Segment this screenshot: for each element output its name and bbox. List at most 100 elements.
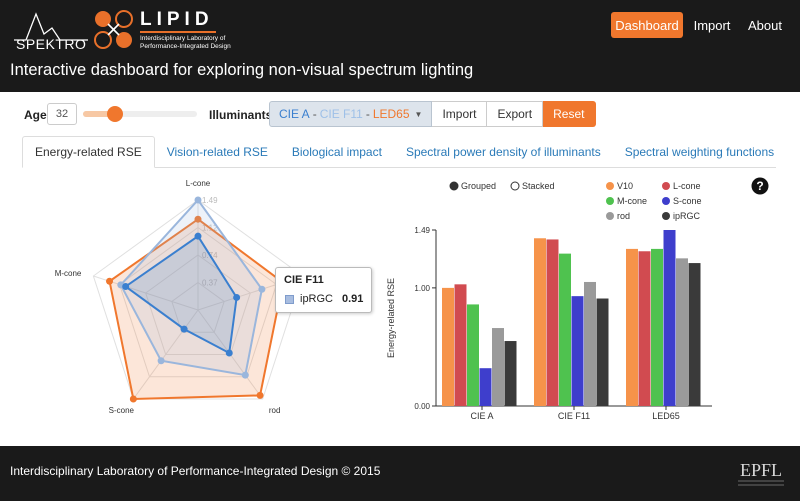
spektro-logo	[14, 12, 88, 41]
illuminant-separator: -	[365, 107, 370, 121]
tab-spectral-power-density[interactable]: Spectral power density of illuminants	[405, 145, 601, 159]
x-tick-label: LED65	[652, 411, 680, 421]
radar-tick-label: 1.49	[202, 196, 218, 205]
legend-swatch	[662, 212, 670, 220]
age-slider-fill	[83, 111, 115, 117]
radar-grid-ring	[118, 226, 278, 378]
bar	[638, 251, 651, 406]
bar	[584, 281, 596, 406]
bar	[492, 328, 504, 406]
grouped-radio	[449, 181, 459, 191]
radar-point	[122, 283, 130, 291]
age-slider-handle[interactable]	[106, 106, 123, 122]
age-input[interactable]: 32	[47, 103, 77, 125]
illuminants-group: CIE A - CIE F11 - LED65 ▼ Import Export …	[269, 101, 596, 127]
tab-vision-rse[interactable]: Vision-related RSE	[166, 145, 268, 159]
radar-grid-ring	[145, 254, 251, 355]
nav-import-link[interactable]: Import	[693, 17, 731, 33]
illuminant-cie-f11: CIE F11	[319, 107, 363, 121]
bar	[596, 298, 609, 406]
radar-axis-label: M-cone	[55, 269, 82, 278]
footer-text: Interdisciplinary Laboratory of Performa…	[10, 464, 381, 478]
lipid-subtitle: Interdisciplinary Laboratory of Performa…	[140, 35, 231, 50]
illuminants-select[interactable]: CIE A - CIE F11 - LED65 ▼	[269, 101, 433, 127]
bar	[559, 253, 571, 406]
stacked-label: Stacked	[522, 181, 555, 191]
bar	[534, 238, 546, 406]
tab-energy-rse[interactable]: Energy-related RSE	[22, 136, 155, 168]
reset-button[interactable]: Reset	[543, 101, 596, 127]
radar-grid-ring	[92, 199, 304, 400]
bar	[676, 258, 688, 406]
bar	[442, 287, 454, 406]
bar	[504, 341, 517, 406]
radar-grid-ring	[171, 281, 225, 333]
legend-label: rod	[617, 211, 630, 221]
tooltip-swatch	[285, 295, 294, 304]
tab-biological-impact[interactable]: Biological impact	[291, 145, 382, 159]
legend-swatch	[662, 197, 670, 205]
legend-label: V10	[617, 181, 633, 191]
illuminant-led65: LED65	[372, 107, 410, 121]
y-tick-label: 1.49	[414, 226, 430, 235]
radar-series-area	[119, 198, 263, 377]
radar-point	[157, 357, 165, 365]
bar	[454, 284, 467, 406]
legend-label: S-cone	[673, 196, 702, 206]
radar-point	[241, 371, 249, 379]
lipid-logo-mark	[94, 10, 133, 49]
legend-label: L-cone	[673, 181, 701, 191]
chevron-down-icon: ▼	[414, 109, 423, 119]
legend-label: ipRGC	[673, 211, 701, 221]
export-button[interactable]: Export	[487, 101, 544, 127]
radar-axis-label: S-cone	[109, 406, 135, 415]
tooltip-value: 0.91	[342, 293, 364, 305]
legend-label: M-cone	[617, 196, 647, 206]
tooltip-title: CIE F11	[284, 274, 324, 286]
bar	[479, 368, 492, 406]
page-title: Interactive dashboard for exploring non-…	[10, 61, 474, 79]
lipid-rule	[140, 31, 216, 33]
bar	[571, 296, 584, 406]
radar-point	[194, 232, 202, 240]
legend-swatch	[606, 212, 614, 220]
grouped-label: Grouped	[461, 181, 496, 191]
import-button[interactable]: Import	[432, 101, 488, 127]
radar-point	[129, 395, 137, 403]
radar-series-area	[123, 234, 238, 355]
radar-point	[106, 277, 114, 285]
bar	[688, 263, 701, 406]
spektro-wordmark: SPEKTRO	[16, 36, 87, 52]
radar-tooltip: CIE F11 ipRGC 0.91	[275, 267, 372, 313]
age-slider[interactable]	[83, 111, 197, 117]
radar-chart: 1.491.120.740.37L-coneipRGCrodS-coneM-co…	[55, 179, 337, 415]
legend-swatch	[662, 182, 670, 190]
radar-point	[256, 391, 264, 399]
help-icon	[751, 177, 769, 195]
radar-axis-line	[132, 309, 199, 400]
bar	[663, 230, 676, 406]
bar	[651, 248, 663, 406]
tab-spectral-weighting[interactable]: Spectral weighting functions	[624, 145, 775, 159]
radar-point	[194, 196, 202, 204]
header: SPEKTRO LIPID Interdisciplinary Laborato…	[0, 0, 800, 92]
age-label: Age	[24, 108, 47, 122]
illuminant-separator: -	[312, 107, 317, 121]
stacked-radio	[510, 181, 520, 191]
nav-about-link[interactable]: About	[748, 17, 782, 33]
tab-bar: Energy-related RSE Vision-related RSE Bi…	[22, 136, 776, 168]
nav-dashboard-button[interactable]: Dashboard	[611, 12, 683, 38]
legend-swatch	[606, 197, 614, 205]
svg-text:EPFL: EPFL	[740, 460, 782, 480]
illuminant-cie-a: CIE A	[279, 107, 310, 121]
x-tick-label: CIE F11	[558, 411, 590, 421]
illuminants-label: Illuminants	[209, 108, 273, 122]
y-axis-label: Energy-related RSE	[386, 278, 396, 358]
radar-point	[225, 349, 233, 357]
bar-chart: ? Grouped Stacked V10 L-cone M-cone S-cone rod i…	[386, 177, 769, 421]
y-tick-label: 0.00	[414, 402, 430, 411]
help-icon-glyph: ?	[756, 179, 763, 193]
radar-point	[233, 293, 241, 301]
controls-bar: Age 32 Illuminants CIE A - CIE F11 - LED…	[0, 92, 800, 136]
radar-axis-label: L-cone	[186, 179, 211, 188]
